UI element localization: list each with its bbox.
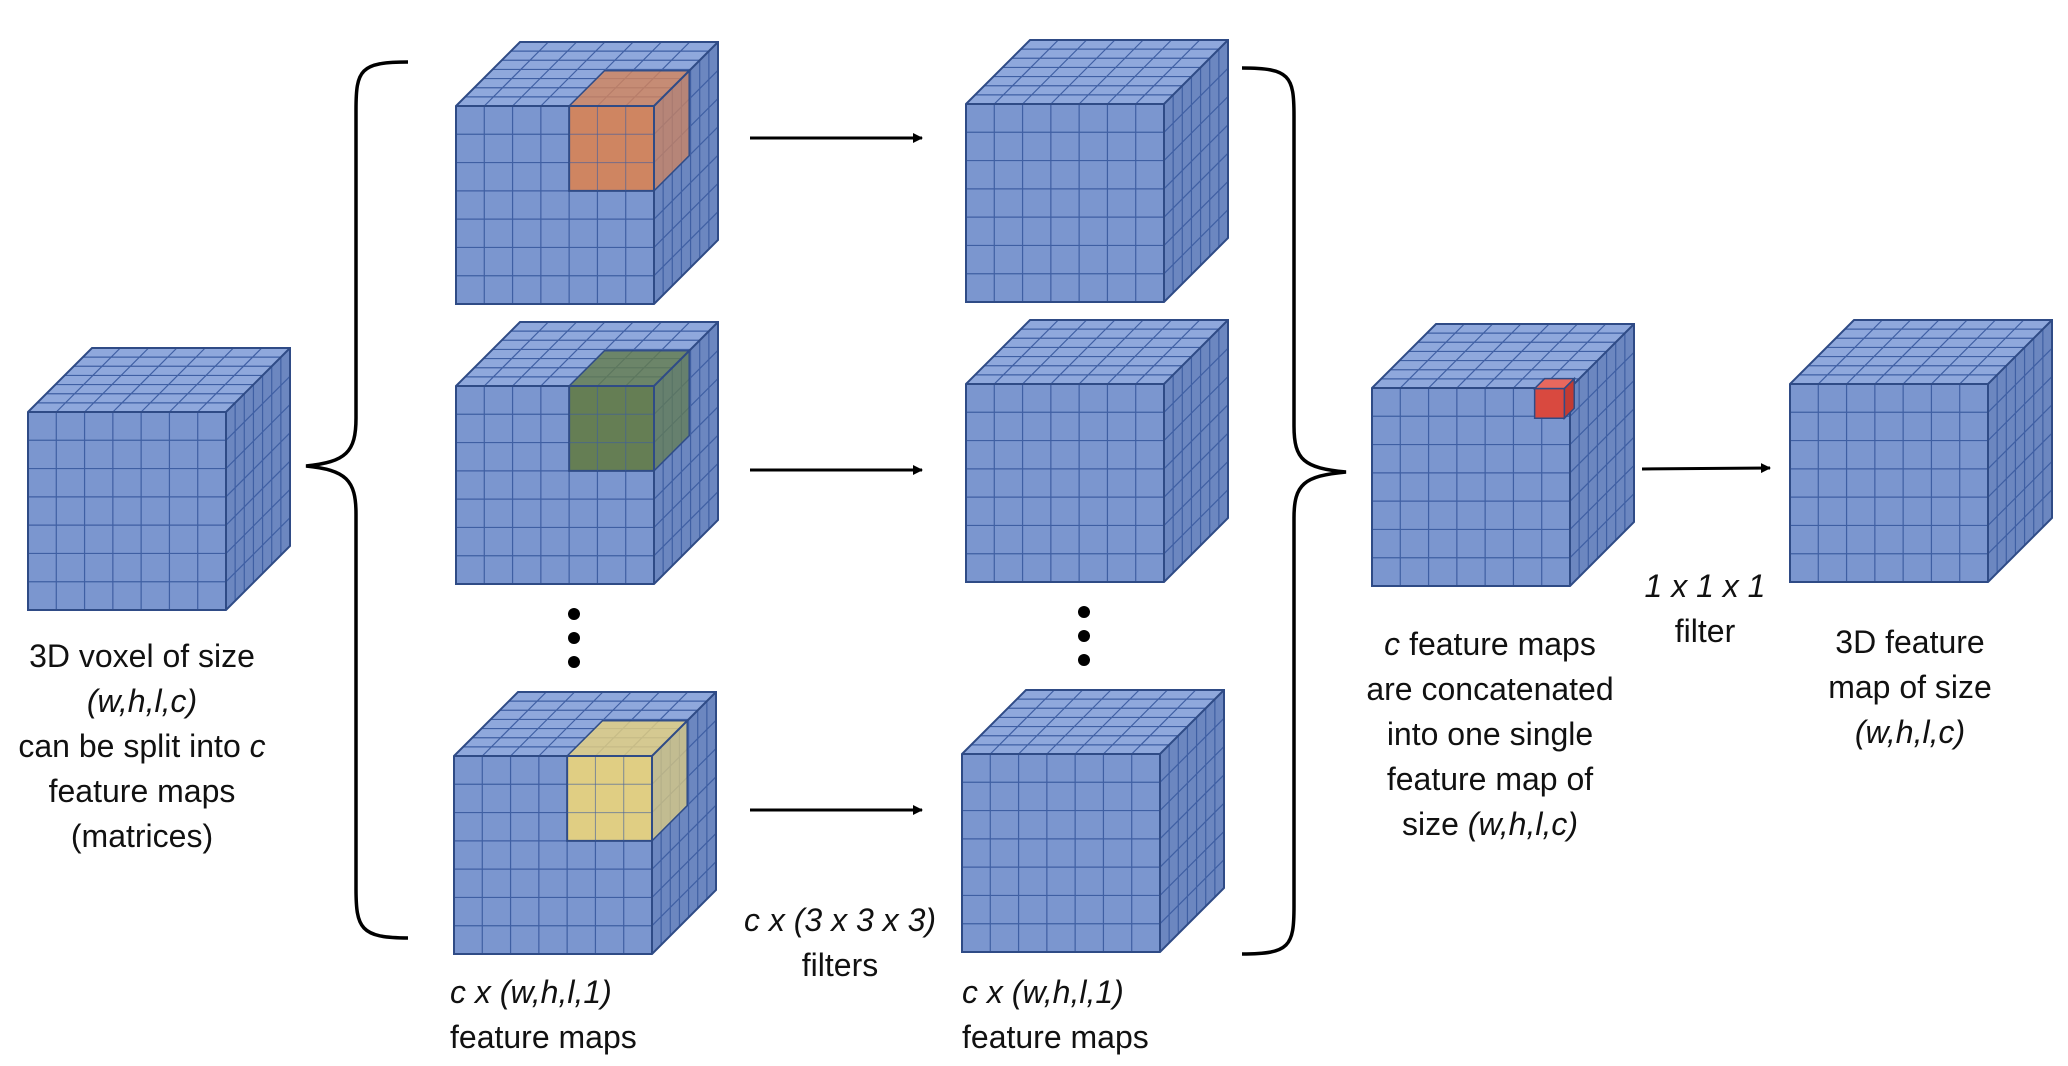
kernel-highlight-orange bbox=[567, 68, 692, 193]
input-label-line3-text: can be split into bbox=[18, 728, 250, 764]
arrow-pointwise bbox=[1641, 463, 1771, 474]
input-label-line3-var: c bbox=[249, 728, 266, 764]
conv-maps-label: c x (w,h,l,1) feature maps bbox=[962, 970, 1149, 1060]
left-brace bbox=[305, 60, 409, 940]
filters-label: c x (3 x 3 x 3) filters bbox=[720, 898, 960, 988]
input-label-line5: (matrices) bbox=[70, 818, 214, 854]
split-map-cube-3 bbox=[453, 691, 717, 955]
concat-label-size: (w,h,l,c) bbox=[1467, 806, 1579, 842]
concat-map-cube bbox=[1371, 323, 1635, 587]
concat-label-var: c bbox=[1384, 626, 1401, 662]
conv-map-cube-1 bbox=[965, 39, 1229, 303]
split-maps-label-text: feature maps bbox=[450, 1019, 637, 1055]
concat-label: c feature maps are concatenated into one… bbox=[1310, 622, 1670, 847]
conv-maps-label-text: feature maps bbox=[962, 1019, 1149, 1055]
concat-label-line4: feature map of bbox=[1386, 761, 1594, 797]
right-brace bbox=[1241, 66, 1347, 956]
pointwise-voxel-highlight bbox=[1532, 376, 1577, 421]
input-voxel-label: 3D voxel of size (w,h,l,c) can be split … bbox=[0, 634, 284, 859]
output-label: 3D feature map of size (w,h,l,c) bbox=[1780, 620, 2040, 755]
input-label-size: (w,h,l,c) bbox=[86, 683, 198, 719]
output-label-line1: 3D feature bbox=[1835, 624, 1985, 660]
kernel-highlight-green bbox=[567, 348, 692, 473]
input-label-line4: feature maps bbox=[48, 773, 236, 809]
concat-label-line2: are concatenated bbox=[1366, 671, 1614, 707]
input-label-line3: can be split into c bbox=[0, 724, 284, 769]
cubes-layer bbox=[27, 39, 2053, 955]
concat-label-line5-text: size bbox=[1401, 806, 1468, 842]
ellipsis-dots-left bbox=[568, 608, 580, 668]
input-voxel-cube bbox=[27, 347, 291, 611]
pointwise-filter-size: 1 x 1 x 1 bbox=[1644, 568, 1766, 604]
concat-label-line1: c feature maps bbox=[1310, 622, 1670, 667]
conv-maps-label-size: c x (w,h,l,1) bbox=[962, 974, 1124, 1010]
output-label-size: (w,h,l,c) bbox=[1854, 714, 1966, 750]
concat-label-line1-text: feature maps bbox=[1400, 626, 1596, 662]
concat-label-line5: size (w,h,l,c) bbox=[1310, 802, 1670, 847]
output-map-cube bbox=[1789, 319, 2053, 583]
filters-label-size: c x (3 x 3 x 3) bbox=[743, 902, 937, 938]
split-maps-label-size: c x (w,h,l,1) bbox=[450, 974, 612, 1010]
ellipsis-dots-right bbox=[1078, 606, 1090, 666]
pointwise-filter-text: filter bbox=[1674, 613, 1736, 649]
input-label-line1: 3D voxel of size bbox=[29, 638, 255, 674]
split-map-cube-1 bbox=[455, 41, 719, 305]
conv-map-cube-3 bbox=[961, 689, 1225, 953]
split-maps-label: c x (w,h,l,1) feature maps bbox=[450, 970, 637, 1060]
output-label-line2: map of size bbox=[1828, 669, 1992, 705]
conv-map-cube-2 bbox=[965, 319, 1229, 583]
filters-label-text: filters bbox=[801, 947, 879, 983]
pointwise-filter-label: 1 x 1 x 1 filter bbox=[1610, 564, 1800, 654]
split-map-cube-2 bbox=[455, 321, 719, 585]
concat-label-line3: into one single bbox=[1386, 716, 1594, 752]
